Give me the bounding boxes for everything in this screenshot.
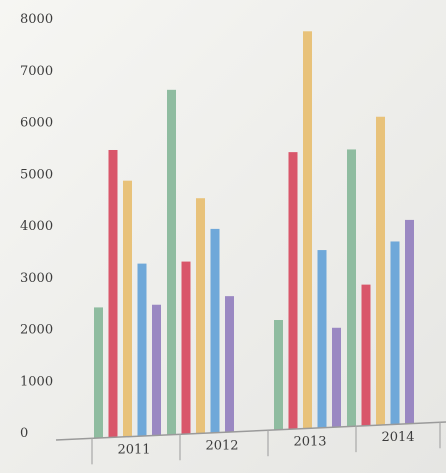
bar <box>317 250 327 428</box>
y-tick-label: 0 <box>20 426 28 441</box>
bar <box>332 327 341 428</box>
bar <box>123 180 132 437</box>
y-axis-ticks: 0 1000 2000 3000 4000 5000 6000 7000 8000 <box>20 12 53 441</box>
bar <box>376 116 385 426</box>
bar <box>361 284 371 426</box>
bar <box>94 307 103 439</box>
bar <box>225 296 234 432</box>
x-tick-label: 2013 <box>293 434 326 449</box>
bar <box>274 320 283 430</box>
bar <box>152 304 161 436</box>
x-axis-dividers <box>91 422 441 465</box>
y-tick-label: 1000 <box>20 374 53 389</box>
bar <box>347 149 356 427</box>
bar <box>167 89 176 435</box>
bar <box>303 31 312 429</box>
bar <box>108 149 118 438</box>
x-tick-label: 2011 <box>117 442 150 457</box>
y-tick-label: 4000 <box>20 219 53 234</box>
y-tick-label: 7000 <box>20 64 53 79</box>
bar <box>390 241 400 425</box>
bar <box>210 228 220 433</box>
y-tick-label: 3000 <box>20 271 53 286</box>
x-tick-label: 2012 <box>205 438 238 453</box>
y-tick-label: 6000 <box>20 116 53 131</box>
y-tick-label: 8000 <box>20 12 53 27</box>
bar <box>405 219 414 424</box>
y-tick-label: 5000 <box>20 167 53 182</box>
x-axis-labels: 2011 2012 2013 2014 <box>117 430 414 457</box>
y-tick-label: 2000 <box>20 323 53 338</box>
bar <box>137 263 147 437</box>
x-axis-line <box>55 421 446 441</box>
bar <box>181 261 191 434</box>
bar <box>196 198 205 434</box>
x-tick-label: 2014 <box>381 430 414 445</box>
bars <box>94 31 414 439</box>
bar <box>288 152 298 430</box>
